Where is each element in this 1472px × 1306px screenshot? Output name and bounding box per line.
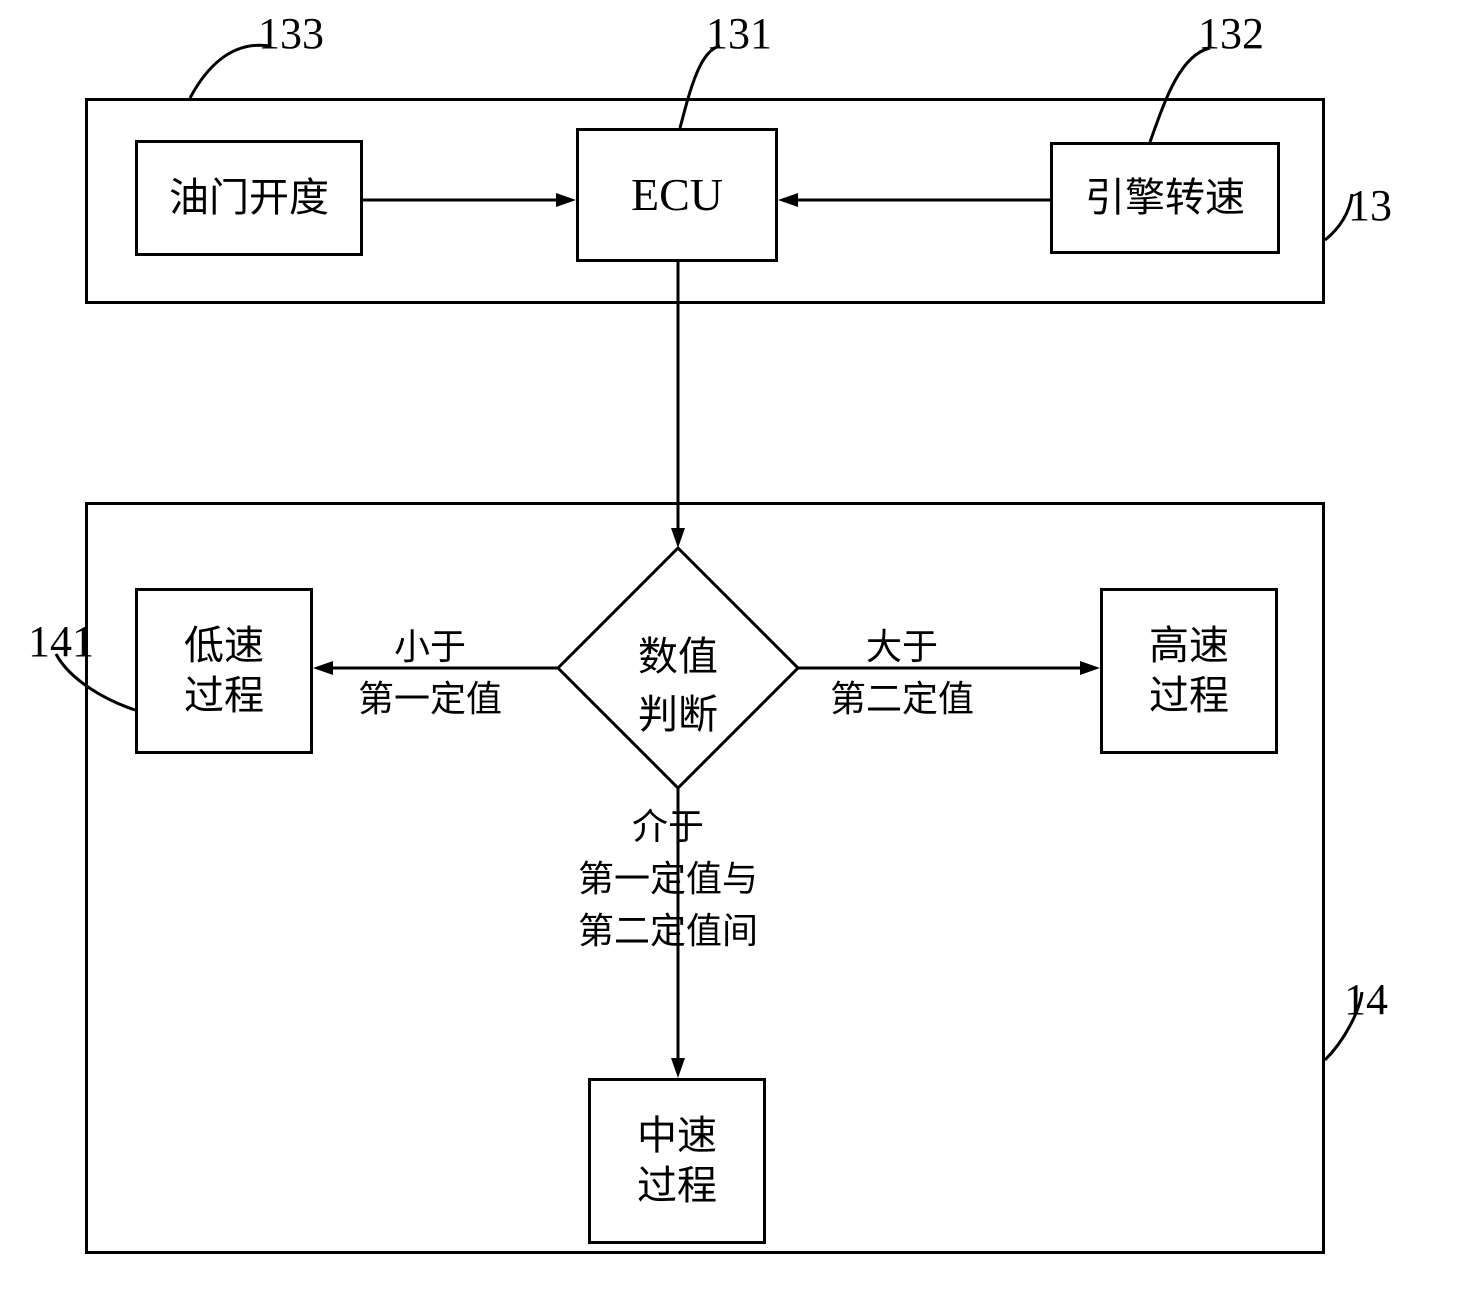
edge-label-left-bot: 第一定值 — [358, 670, 502, 722]
edge-label-right-top: 大于 — [830, 618, 974, 670]
ref-141: 141 — [28, 616, 94, 667]
edge-label-left: 小于 第一定值 — [358, 618, 502, 722]
ref-132: 132 — [1198, 8, 1264, 59]
node-low-speed: 低速 过程 — [135, 588, 313, 754]
node-high-speed: 高速 过程 — [1100, 588, 1278, 754]
node-ecu-label: ECU — [631, 166, 723, 224]
node-mid-speed-label: 中速 过程 — [637, 1111, 717, 1211]
node-throttle: 油门开度 — [135, 140, 363, 256]
ref-133: 133 — [258, 8, 324, 59]
node-engine-rpm-label: 引擎转速 — [1085, 173, 1245, 223]
edge-label-right-bot: 第二定值 — [830, 670, 974, 722]
decision-label: 数值 判断 — [618, 624, 738, 740]
edge-label-mid-3: 第二定值间 — [578, 902, 758, 954]
ref-131: 131 — [706, 8, 772, 59]
edge-label-left-top: 小于 — [358, 618, 502, 670]
ref-13: 13 — [1348, 180, 1392, 231]
edge-label-mid: 介于 第一定值与 第二定值间 — [578, 798, 758, 954]
node-engine-rpm: 引擎转速 — [1050, 142, 1280, 254]
edge-label-right: 大于 第二定值 — [830, 618, 974, 722]
ref-14: 14 — [1344, 974, 1388, 1025]
node-throttle-label: 油门开度 — [169, 173, 329, 223]
edge-label-mid-2: 第一定值与 — [578, 850, 758, 902]
edge-label-mid-1: 介于 — [578, 798, 758, 850]
node-mid-speed: 中速 过程 — [588, 1078, 766, 1244]
node-low-speed-label: 低速 过程 — [184, 621, 264, 721]
node-high-speed-label: 高速 过程 — [1149, 621, 1229, 721]
node-ecu: ECU — [576, 128, 778, 262]
